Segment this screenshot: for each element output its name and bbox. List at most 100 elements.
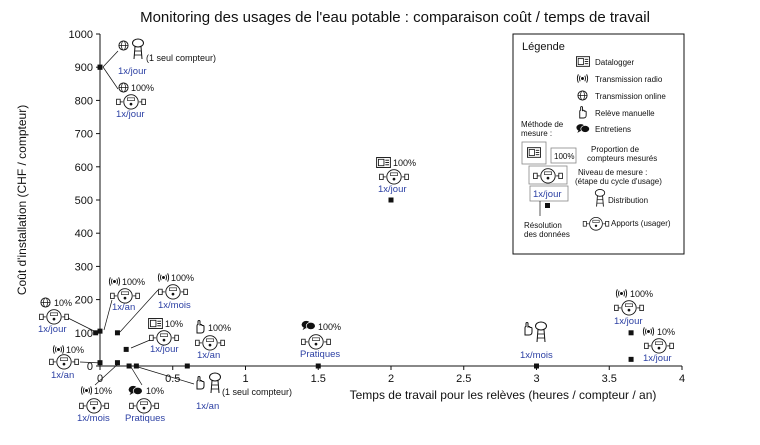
legend-title: Légende xyxy=(522,41,565,53)
point-pct-label: 10% xyxy=(657,327,675,337)
point-pct-label: 100% xyxy=(208,323,231,333)
point-freq-label: 1x/mois xyxy=(77,413,110,424)
data-point xyxy=(97,360,103,366)
radio-icon xyxy=(157,272,170,283)
hand-icon xyxy=(524,322,533,336)
legend-res-label-2: des données xyxy=(524,230,570,239)
legend-point-marker xyxy=(545,203,550,208)
point-pct-label: 100% xyxy=(131,83,154,93)
hand-icon xyxy=(196,320,205,334)
annotation-radio-100-jour: 100% 1x/jour xyxy=(614,288,653,327)
legend-item-online: Transmission online xyxy=(595,92,666,101)
annotation-online-10: 10% 1x/jour xyxy=(38,297,99,335)
legend-freq-sample: 1x/jour xyxy=(533,189,562,200)
x-tick-label: 4 xyxy=(679,373,685,385)
data-point xyxy=(123,346,129,352)
data-point xyxy=(315,363,321,369)
annotation-datalogger-10: 10% 1x/jour xyxy=(130,318,183,355)
y-tick-label: 700 xyxy=(75,129,93,141)
annotation-entretiens-10: 10% Pratiques xyxy=(125,366,165,424)
y-ticks: 0 100 200 300 400 500 600 700 800 900 1000 xyxy=(69,29,100,373)
x-tick-label: 0.5 xyxy=(165,373,180,385)
y-tick-label: 1000 xyxy=(69,29,93,41)
globe-icon xyxy=(118,40,129,51)
hand-icon xyxy=(196,376,205,390)
water-meter-icon xyxy=(149,330,179,346)
annotation-manuelle-mois: 1x/mois xyxy=(520,321,553,361)
water-meter-icon xyxy=(79,398,109,414)
legend-distribution: Distribution xyxy=(608,196,648,205)
point-pct-label: 100% xyxy=(318,322,341,332)
legend-pct-sample: 100% xyxy=(554,152,574,161)
y-tick-label: 200 xyxy=(75,295,93,307)
data-point xyxy=(114,330,120,336)
water-meter-icon xyxy=(614,300,644,316)
point-pct-label: 10% xyxy=(146,386,164,396)
legend-method-label-2: mesure : xyxy=(521,129,552,138)
y-tick-label: 400 xyxy=(75,228,93,240)
x-tick-label: 3 xyxy=(533,373,539,385)
data-point xyxy=(93,330,99,336)
annotation-radio-100-an: 100% 1x/an xyxy=(103,276,145,331)
point-freq-label: 1x/an xyxy=(197,350,220,361)
annotation-radio-10-jour: 10% 1x/jour xyxy=(642,326,675,364)
x-tick-label: 2 xyxy=(388,373,394,385)
data-point xyxy=(133,363,139,369)
legend-item-manuelle: Relève manuelle xyxy=(595,109,655,118)
point-note: (1 seul compteur) xyxy=(222,387,292,397)
point-freq-label: Pratiques xyxy=(125,413,165,424)
data-point xyxy=(184,363,190,369)
x-tick-label: 0 xyxy=(97,373,103,385)
y-tick-label: 900 xyxy=(75,62,93,74)
datalogger-icon xyxy=(148,318,163,329)
data-point xyxy=(97,64,103,70)
legend-item-entretiens: Entretiens xyxy=(595,125,631,134)
y-tick-label: 800 xyxy=(75,95,93,107)
point-freq-label: 1x/an xyxy=(112,302,135,313)
data-points xyxy=(93,64,634,369)
annotation-manuelle-100: 100% 1x/an xyxy=(195,320,231,361)
point-freq-label: Pratiques xyxy=(300,349,340,360)
annotation-entretiens-100: 100% Pratiques xyxy=(300,320,341,360)
point-pct-label: 10% xyxy=(94,386,112,396)
water-meter-icon xyxy=(301,334,331,350)
data-point xyxy=(126,363,132,369)
globe-icon xyxy=(577,90,588,101)
y-tick-label: 600 xyxy=(75,162,93,174)
annotation-radio-100-mois: 100% 1x/mois xyxy=(119,272,194,333)
y-tick-label: 300 xyxy=(75,261,93,273)
point-freq-label: 1x/mois xyxy=(158,300,191,311)
point-freq-label: 1x/an xyxy=(196,401,219,412)
water-meter-icon xyxy=(116,94,146,110)
point-pct-label: 10% xyxy=(66,345,84,355)
x-tick-label: 1.5 xyxy=(311,373,326,385)
y-tick-label: 100 xyxy=(75,328,93,340)
radio-icon xyxy=(108,276,121,287)
data-point xyxy=(114,360,120,366)
x-tick-label: 2.5 xyxy=(456,373,471,385)
data-point xyxy=(628,356,634,362)
annotation-manuelle-distribution: (1 seul compteur) 1x/an xyxy=(137,366,292,412)
x-axis-label: Temps de travail pour les relèves (heure… xyxy=(350,388,657,402)
point-freq-label: 1x/jour xyxy=(38,324,67,335)
y-axis-label: Coût d'installation (CHF / compteur) xyxy=(15,105,29,295)
globe-icon xyxy=(40,297,51,308)
water-meter-icon xyxy=(644,338,674,354)
point-freq-label: 1x/jour xyxy=(614,316,643,327)
legend: Légende Datalogger Transmission radio Tr… xyxy=(512,33,685,255)
speech-bubbles-icon xyxy=(301,320,316,331)
data-point xyxy=(388,197,394,203)
legend-pct-label-2: compteurs mesurés xyxy=(587,154,657,163)
point-pct-label: 100% xyxy=(171,273,194,283)
annotation-radio-10-an: 10% 1x/an xyxy=(49,344,103,381)
datalogger-icon xyxy=(576,56,590,67)
point-freq-label: 1x/mois xyxy=(520,350,553,361)
chart-title: Monitoring des usages de l'eau potable :… xyxy=(140,9,650,26)
point-pct-label: 10% xyxy=(165,319,183,329)
water-tower-icon xyxy=(209,372,221,394)
annotation-online-distribution: (1 seul compteur) 1x/jour 100% 1x/jour xyxy=(102,38,216,120)
radio-icon xyxy=(642,326,655,337)
globe-icon xyxy=(118,82,129,93)
water-meter-icon xyxy=(379,169,409,185)
